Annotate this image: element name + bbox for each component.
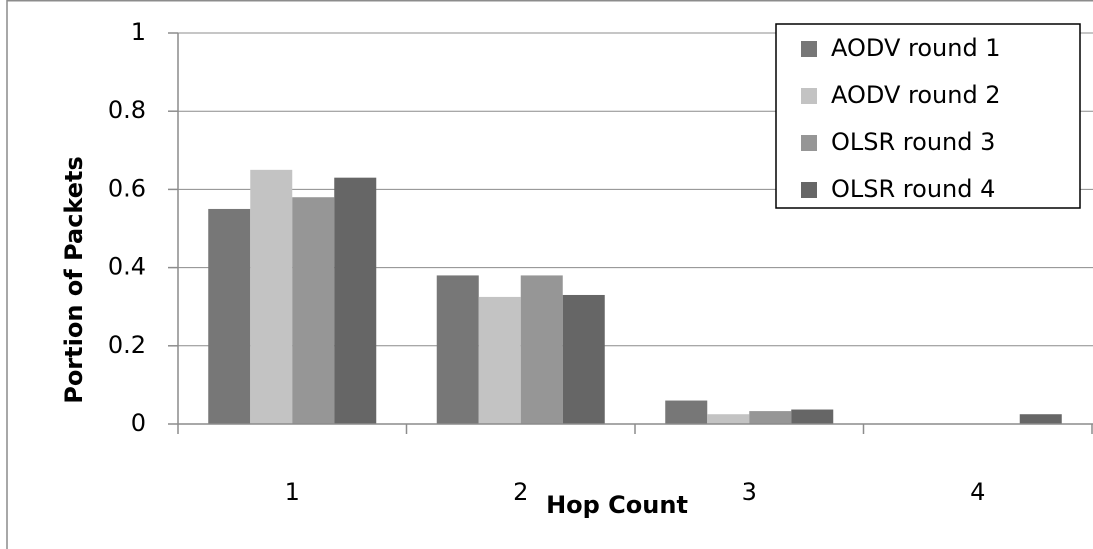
y-tick-label: 0 bbox=[131, 409, 146, 437]
x-tick-label: 1 bbox=[285, 478, 300, 506]
legend-swatch bbox=[801, 88, 817, 104]
bar bbox=[707, 414, 750, 424]
x-tick-label: 4 bbox=[970, 478, 985, 506]
bar bbox=[791, 409, 834, 424]
y-tick-label: 0.4 bbox=[108, 253, 146, 281]
bar bbox=[436, 275, 479, 424]
y-tick-label: 0.8 bbox=[108, 96, 146, 124]
y-tick-label: 1 bbox=[131, 18, 146, 46]
legend-swatch bbox=[801, 182, 817, 198]
y-tick-label: 0.6 bbox=[108, 174, 146, 202]
legend-swatch bbox=[801, 135, 817, 151]
legend-label: OLSR round 3 bbox=[831, 128, 995, 156]
bar bbox=[208, 208, 251, 424]
bar bbox=[1019, 414, 1062, 424]
legend-label: AODV round 2 bbox=[831, 81, 1001, 109]
bar bbox=[749, 411, 792, 424]
legend-box bbox=[775, 23, 1081, 209]
bar bbox=[250, 169, 293, 424]
x-tick-label: 3 bbox=[742, 478, 757, 506]
bar bbox=[478, 296, 521, 424]
y-tick-label: 0.2 bbox=[108, 331, 146, 359]
bar bbox=[292, 197, 335, 424]
bar bbox=[520, 275, 563, 424]
legend: AODV round 1 AODV round 2 OLSR round 3 OLSR… bbox=[775, 23, 1081, 209]
bar bbox=[334, 177, 377, 424]
x-tick-label: 2 bbox=[513, 478, 528, 506]
y-axis-label: Portion of Packets bbox=[60, 156, 88, 404]
legend-label: AODV round 1 bbox=[831, 34, 1001, 62]
bar bbox=[665, 400, 708, 424]
bar bbox=[562, 294, 605, 424]
legend-label: OLSR round 4 bbox=[831, 175, 995, 203]
legend-swatch bbox=[801, 41, 817, 57]
x-axis-label: Hop Count bbox=[546, 491, 688, 519]
